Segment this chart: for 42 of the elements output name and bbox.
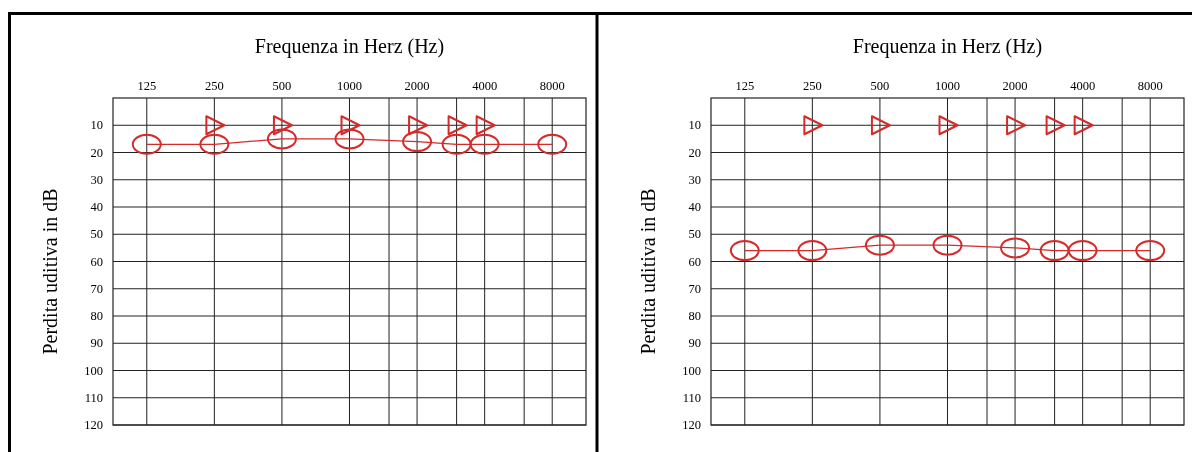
y-tick-label: 70 bbox=[90, 281, 103, 296]
x-tick-label: 1000 bbox=[935, 79, 960, 93]
y-tick-label: 10 bbox=[688, 118, 701, 133]
y-tick-label: 90 bbox=[90, 336, 103, 351]
y-tick-label: 120 bbox=[682, 418, 701, 432]
y-axis-title: Perdita uditiva in dB bbox=[637, 188, 659, 355]
x-tick-label: 8000 bbox=[1137, 79, 1163, 93]
x-tick-label: 2000 bbox=[1002, 79, 1028, 93]
y-tick-label: 70 bbox=[688, 281, 701, 296]
y-tick-label: 10 bbox=[90, 118, 103, 133]
y-axis-title: Perdita uditiva in dB bbox=[39, 188, 61, 355]
y-tick-label: 90 bbox=[688, 336, 701, 351]
y-tick-label: 80 bbox=[90, 309, 103, 323]
x-tick-label: 2000 bbox=[404, 79, 430, 93]
y-tick-label: 60 bbox=[90, 254, 103, 269]
y-tick-label: 30 bbox=[688, 172, 701, 187]
y-tick-label: 100 bbox=[84, 363, 103, 378]
x-tick-label: 4000 bbox=[472, 79, 498, 93]
y-tick-label: 50 bbox=[90, 227, 103, 242]
x-tick-label: 125 bbox=[137, 79, 157, 93]
x-tick-label: 250 bbox=[802, 79, 822, 93]
y-tick-label: 120 bbox=[84, 418, 103, 432]
x-tick-label: 4000 bbox=[1070, 79, 1096, 93]
x-tick-label: 1000 bbox=[337, 79, 362, 93]
y-tick-label: 40 bbox=[90, 200, 103, 214]
y-tick-label: 20 bbox=[90, 145, 103, 160]
x-tick-label: 8000 bbox=[539, 79, 565, 93]
x-tick-label: 500 bbox=[272, 79, 292, 93]
y-tick-label: 50 bbox=[688, 227, 701, 242]
x-axis-title: Frequenza in Herz (Hz) bbox=[852, 35, 1043, 58]
x-tick-label: 125 bbox=[735, 79, 755, 93]
y-tick-label: 80 bbox=[688, 309, 701, 323]
y-tick-label: 110 bbox=[84, 390, 103, 405]
y-tick-label: 20 bbox=[688, 145, 701, 160]
x-axis-title: Frequenza in Herz (Hz) bbox=[254, 35, 445, 58]
y-tick-label: 100 bbox=[682, 363, 701, 378]
x-tick-label: 250 bbox=[204, 79, 224, 93]
y-tick-label: 40 bbox=[688, 200, 701, 214]
x-tick-label: 500 bbox=[870, 79, 890, 93]
y-tick-label: 110 bbox=[682, 390, 701, 405]
y-tick-label: 30 bbox=[90, 172, 103, 187]
y-tick-label: 60 bbox=[688, 254, 701, 269]
